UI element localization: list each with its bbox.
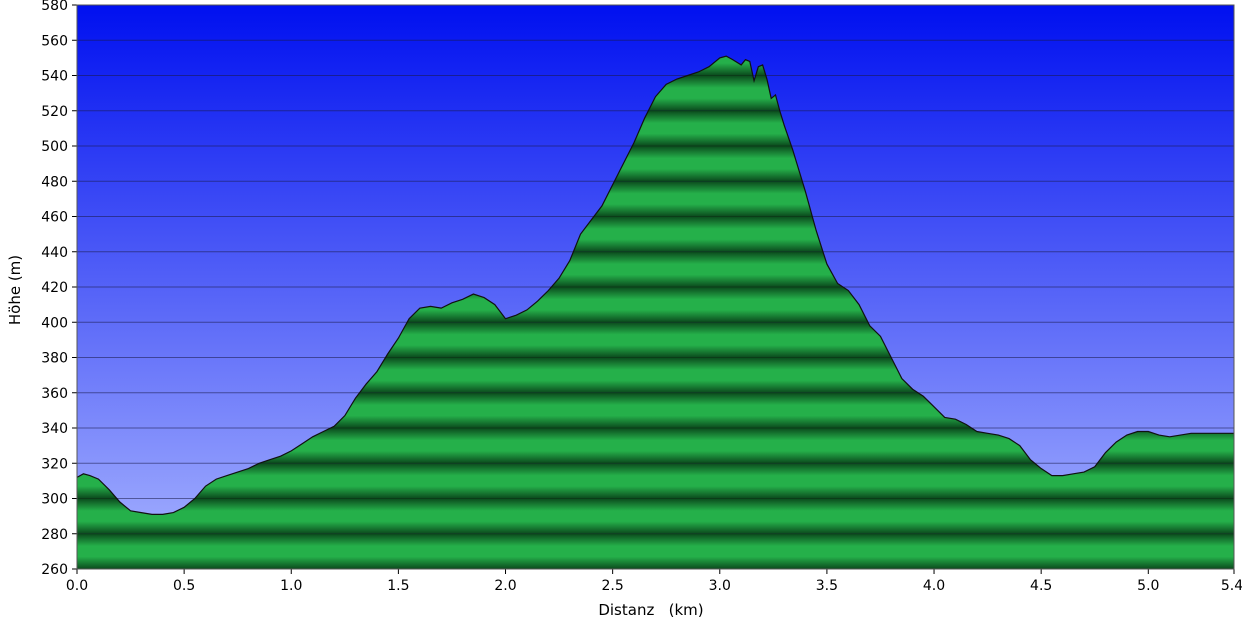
y-tick-label: 360 bbox=[41, 386, 68, 402]
y-tick-label: 520 bbox=[41, 104, 68, 120]
area-band bbox=[77, 498, 1234, 534]
x-tick-label: 1.0 bbox=[280, 578, 302, 594]
y-tick-label: 400 bbox=[41, 315, 68, 331]
x-tick-label: 3.5 bbox=[816, 578, 838, 594]
y-tick-label: 460 bbox=[41, 210, 68, 226]
y-tick-label: 580 bbox=[41, 0, 68, 14]
x-tick-label: 2.0 bbox=[494, 578, 516, 594]
y-tick-label: 540 bbox=[41, 69, 68, 85]
x-tick-label: 3.0 bbox=[709, 578, 731, 594]
y-tick-label: 340 bbox=[41, 421, 68, 437]
x-tick-label: 2.5 bbox=[602, 578, 624, 594]
y-tick-label: 320 bbox=[41, 456, 68, 472]
y-tick-label: 260 bbox=[41, 562, 68, 578]
x-axis-title: Distanz (km) bbox=[598, 601, 703, 619]
x-tick-label: 5.0 bbox=[1137, 578, 1159, 594]
x-tick-label: 0.5 bbox=[173, 578, 195, 594]
x-tick-label: 4.5 bbox=[1030, 578, 1052, 594]
x-tick-label: 0.0 bbox=[66, 578, 88, 594]
y-axis-title: Höhe (m) bbox=[6, 255, 24, 325]
x-axis: 0.0 0.5 1.0 1.5 2.0 2.5 3.0 3.5 4.0 4.5 5.0 5.4 bbox=[66, 569, 1242, 594]
x-tick-label: 5.4 bbox=[1221, 578, 1242, 594]
y-tick-label: 280 bbox=[41, 527, 68, 543]
y-tick-label: 500 bbox=[41, 139, 68, 155]
y-tick-label: 440 bbox=[41, 245, 68, 261]
area-band bbox=[77, 533, 1234, 569]
x-tick-label: 4.0 bbox=[923, 578, 945, 594]
y-axis: 260 280 300 320 340 360 380 400 420 440 460 480 500 5… bbox=[41, 0, 77, 578]
x-tick-label: 1.5 bbox=[387, 578, 409, 594]
y-tick-label: 380 bbox=[41, 351, 68, 367]
elevation-line bbox=[76, 55, 1234, 515]
y-tick-label: 480 bbox=[41, 174, 68, 190]
y-tick-label: 420 bbox=[41, 280, 68, 296]
plot-frame bbox=[76, 4, 1235, 570]
y-tick-label: 560 bbox=[41, 33, 68, 49]
y-tick-label: 300 bbox=[41, 492, 68, 508]
